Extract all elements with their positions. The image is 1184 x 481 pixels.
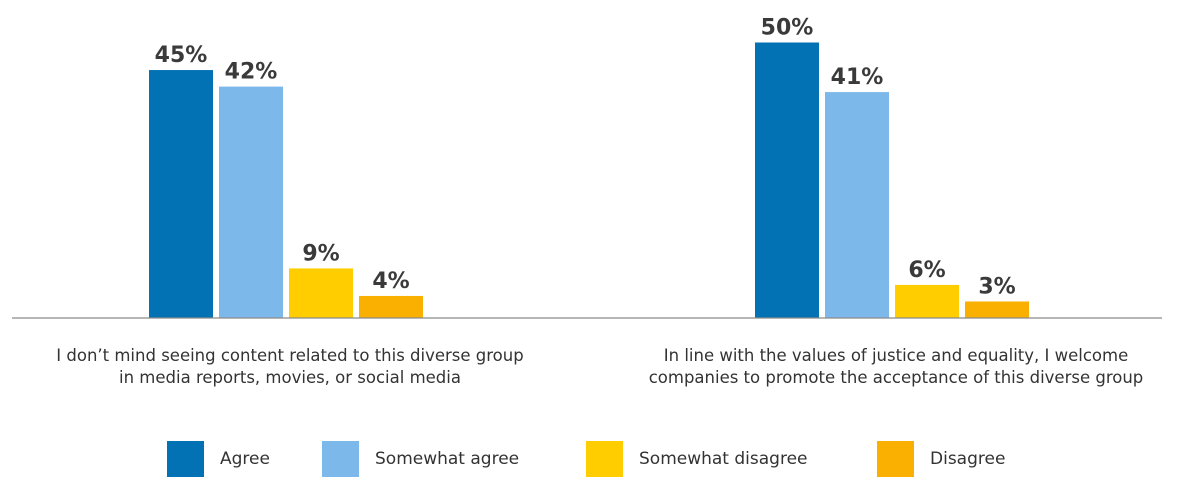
data-label-disagree-group-1: 4% — [372, 269, 409, 294]
bar-disagree-group-1 — [359, 295, 423, 318]
data-label-somewhat-disagree-group-1: 9% — [302, 241, 339, 266]
bar-disagree-group-2 — [965, 301, 1029, 318]
bar-somewhat-agree-group-2 — [825, 92, 889, 318]
legend-swatch-disagree — [877, 441, 914, 477]
category-label-justice-equality: In line with the values of justice and e… — [616, 345, 1176, 389]
bar-somewhat-disagree-group-2 — [895, 284, 959, 318]
category-label-line: I don’t mind seeing content related to t… — [56, 346, 524, 365]
legend-label: Somewhat disagree — [639, 449, 808, 469]
bar-somewhat-disagree-group-1 — [289, 268, 353, 318]
category-label-line: In line with the values of justice and e… — [663, 346, 1129, 365]
bar-agree-group-2 — [755, 42, 819, 318]
bars-group: 45% 42% 9% 4% 50% 41% 6% 3% — [149, 16, 1029, 318]
data-label-disagree-group-2: 3% — [978, 274, 1015, 299]
legend-item-somewhat-disagree: Somewhat disagree — [586, 441, 808, 477]
category-label-line: in media reports, movies, or social medi… — [119, 368, 461, 387]
bar-agree-group-1 — [149, 70, 213, 318]
category-label-line: companies to promote the acceptance of t… — [648, 368, 1144, 387]
data-label-somewhat-disagree-group-2: 6% — [908, 258, 945, 283]
legend-label: Somewhat agree — [375, 449, 520, 469]
data-label-somewhat-agree-group-1: 42% — [225, 60, 278, 85]
legend-swatch-somewhat-disagree — [586, 441, 623, 477]
data-label-somewhat-agree-group-2: 41% — [831, 65, 884, 90]
bar-chart: 45% 42% 9% 4% 50% 41% 6% 3% — [12, 16, 1162, 319]
category-label-media-content: I don’t mind seeing content related to t… — [10, 345, 570, 389]
data-label-agree-group-2: 50% — [761, 16, 814, 41]
legend-item-somewhat-agree: Somewhat agree — [322, 441, 519, 477]
legend-item-disagree: Disagree — [877, 441, 1005, 477]
legend-label: Disagree — [930, 449, 1006, 469]
bar-somewhat-agree-group-1 — [219, 86, 283, 318]
legend: Agree Somewhat agree Somewhat disagree D… — [0, 441, 1184, 481]
legend-swatch-agree — [167, 441, 204, 477]
legend-item-agree: Agree — [167, 441, 270, 477]
legend-label: Agree — [220, 449, 270, 469]
data-label-agree-group-1: 45% — [155, 43, 208, 68]
legend-swatch-somewhat-agree — [322, 441, 359, 477]
